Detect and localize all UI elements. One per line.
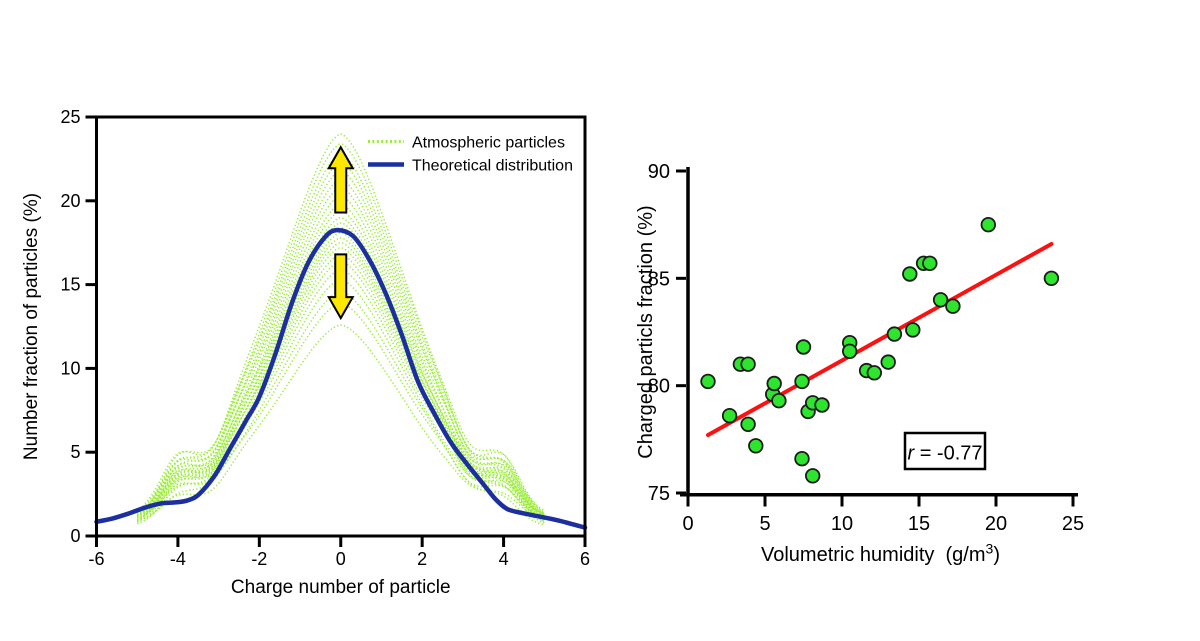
data-point: [771, 393, 787, 409]
data-point: [805, 468, 821, 484]
y-tick-label: 25: [60, 107, 80, 127]
data-point: [740, 416, 756, 433]
atmospheric-curve: [136, 195, 545, 519]
data-point: [902, 266, 918, 282]
x-tick-label: 20: [985, 513, 1007, 535]
legend-label-theoretical: Theoretical distribution: [412, 158, 573, 175]
x-axis-title: Charge number of particle: [231, 577, 451, 598]
x-tick-label: 15: [908, 513, 930, 535]
data-point: [945, 298, 961, 314]
theoretical-distribution-curve: [94, 227, 588, 530]
atmospheric-curve: [136, 133, 545, 515]
y-axis-title: Charged particls fraction (%): [635, 205, 657, 458]
x-tick-label: 10: [831, 513, 853, 535]
annotation-box: [903, 431, 987, 471]
y-tick-label: 0: [70, 526, 80, 546]
legend-label-atmospheric: Atmospheric particles: [412, 135, 565, 152]
y-tick-label: 90: [648, 161, 670, 183]
atmospheric-curve: [136, 153, 545, 513]
data-point: [1043, 270, 1060, 287]
atmospheric-curve: [136, 290, 545, 525]
atmospheric-curve: [136, 170, 545, 517]
atmospheric-curve: [136, 232, 545, 520]
x-tick-label: -6: [88, 549, 104, 569]
data-point: [886, 326, 903, 342]
y-tick-label: 20: [60, 191, 80, 211]
data-point: [794, 373, 810, 390]
correlation-annotation: r = -0.77: [903, 431, 987, 471]
charge-distribution-chart: 0 5 10 15 20 25 -6 -4 -2 0 2 4 6 Charge number of par…: [21, 107, 590, 598]
data-point: [795, 339, 812, 355]
data-point: [842, 343, 858, 360]
x-tick-label: -2: [251, 549, 267, 569]
axes: 0 5 10 15 20 25 -6 -4 -2 0 2 4 6: [60, 107, 590, 569]
humidity-scatter-chart: 75 80 85 90 0 5 10 15 20 25 Volumetric humidity (g…: [635, 161, 1084, 566]
data-point: [866, 365, 883, 381]
atmospheric-curve: [136, 217, 545, 520]
y-tick-label: 85: [648, 268, 670, 290]
data-point: [905, 322, 921, 338]
y-axis-title: Number fraction of particles (%): [21, 193, 42, 460]
data-point: [740, 356, 756, 372]
atmospheric-curve: [136, 161, 545, 515]
y-tick-label: 15: [60, 275, 80, 295]
up-arrow: [327, 145, 355, 214]
x-axis-title: Volumetric humidity (g/m3​): [761, 540, 1000, 566]
x-tick-label: 0: [682, 513, 693, 535]
x-tick-label: 5: [759, 513, 770, 535]
data-point: [700, 373, 716, 390]
y-tick-label: 5: [70, 442, 80, 462]
y-tick-label: 80: [648, 376, 670, 398]
trend-line: [706, 241, 1054, 438]
x-tick-label: 6: [580, 549, 590, 569]
data-point: [814, 397, 830, 413]
down-arrow: [327, 253, 355, 321]
atmospheric-curve: [136, 203, 545, 519]
atmospheric-curve: [137, 302, 545, 522]
data-point: [932, 292, 949, 308]
atmospheric-curve: [136, 143, 545, 516]
scatter-points: [700, 216, 1060, 484]
data-point: [980, 216, 997, 233]
y-tick-label: 75: [648, 483, 670, 505]
atmospheric-curve: [136, 222, 545, 521]
data-point: [880, 354, 896, 370]
x-tick-label: 25: [1062, 513, 1084, 535]
plot-frame: [95, 115, 587, 538]
data-point: [922, 255, 938, 272]
data-point: [748, 438, 764, 454]
x-tick-label: 2: [417, 549, 427, 569]
x-tick-label: -4: [170, 549, 186, 569]
x-tick-label: 4: [499, 549, 509, 569]
atmospheric-curve: [136, 324, 545, 526]
atmospheric-curve: [136, 269, 545, 520]
atmospheric-curve: [136, 237, 545, 522]
data-point: [766, 375, 782, 392]
data-point: [794, 451, 810, 467]
y-tick-label: 10: [60, 358, 80, 378]
data-point: [721, 408, 738, 424]
annotation-text: r = -0.77: [907, 443, 982, 465]
axes: 75 80 85 90 0 5 10 15 20 25: [648, 161, 1084, 535]
x-tick-label: 0: [336, 549, 346, 569]
legend: Atmospheric particles Theoretical distrib…: [368, 135, 573, 175]
atmospheric-curve: [136, 254, 545, 523]
